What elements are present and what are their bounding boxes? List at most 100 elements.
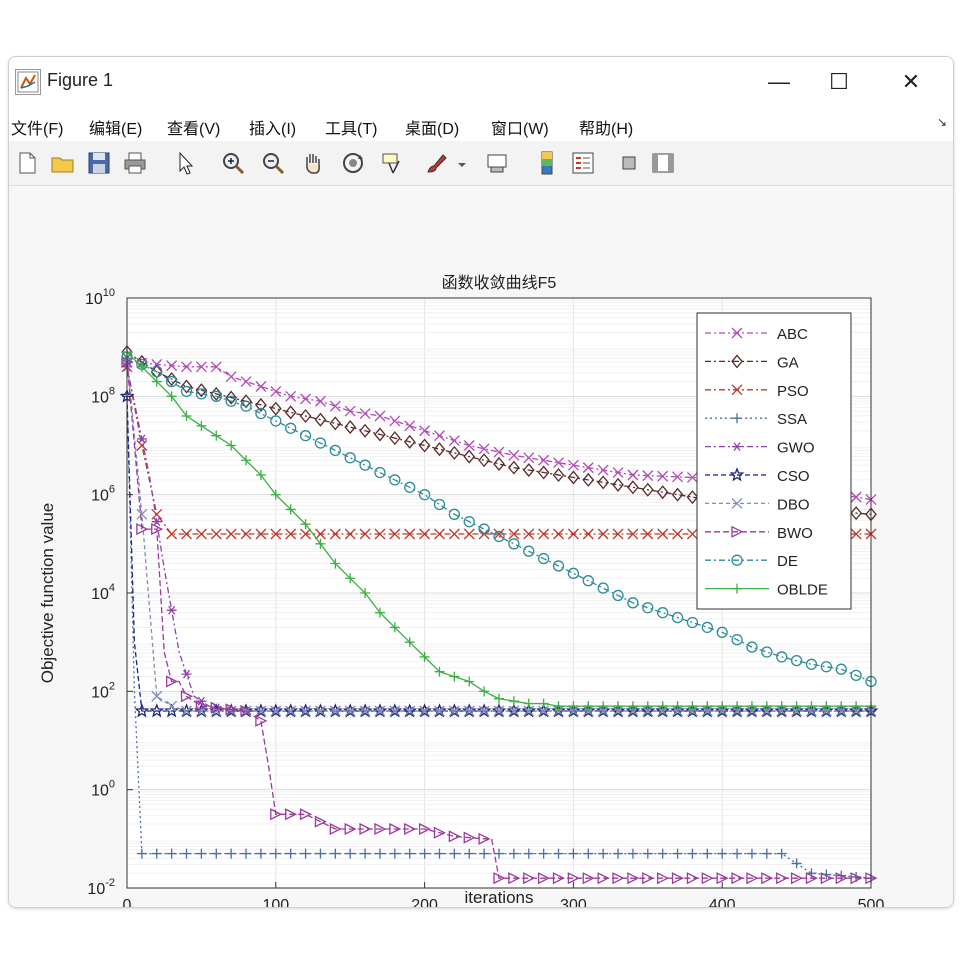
- legend-item-abc[interactable]: ABC: [705, 326, 808, 343]
- series-gwo-marker: [166, 605, 177, 615]
- series-pso-marker: [463, 528, 475, 540]
- menu-view[interactable]: 查看(V): [167, 121, 221, 138]
- legend-item-ga[interactable]: GA: [705, 354, 799, 371]
- series-ga-marker: [478, 453, 490, 468]
- legend-item-oblde-label: OBLDE: [777, 582, 828, 599]
- x-tick-label: 500: [858, 897, 885, 907]
- legend-item-gwo[interactable]: GWO: [705, 440, 815, 457]
- series-pso-marker: [389, 528, 401, 540]
- save-icon[interactable]: [85, 149, 113, 177]
- series-ga-marker: [671, 487, 684, 502]
- link-plot-icon[interactable]: [483, 149, 511, 177]
- series-pso-marker: [329, 528, 341, 540]
- minimize-button[interactable]: —: [749, 61, 809, 103]
- print-icon[interactable]: [121, 149, 149, 177]
- series-abc-marker: [567, 459, 579, 471]
- new-figure-icon[interactable]: [13, 149, 41, 177]
- series-ssa[interactable]: [122, 391, 876, 884]
- menu-desktop[interactable]: 桌面(D): [405, 121, 460, 138]
- series-dbo-marker: [225, 705, 237, 717]
- show-plot-tools-icon[interactable]: [649, 149, 677, 177]
- close-button[interactable]: ✕: [881, 61, 941, 103]
- series-pso-marker: [300, 528, 312, 540]
- series-dbo-marker: [508, 705, 520, 717]
- legend[interactable]: ABC GA PSO SSA GWO CSO DBO BWO DE OBLDE: [696, 312, 852, 610]
- series-pso-marker: [151, 508, 163, 520]
- series-cso-marker: [164, 703, 179, 718]
- menu-help[interactable]: 帮助(H): [579, 121, 634, 138]
- legend-item-pso[interactable]: PSO: [705, 383, 809, 400]
- series-cso-marker: [551, 703, 566, 718]
- convergence-chart[interactable]: 0 100 200 300 400 500101010810610410210010-2 …: [9, 186, 953, 907]
- series-bwo-line: [126, 361, 871, 879]
- brush-icon[interactable]: [423, 149, 451, 177]
- data-cursor-icon[interactable]: [379, 149, 407, 177]
- pan-hand-icon[interactable]: [299, 149, 327, 177]
- series-abc-marker: [582, 462, 594, 474]
- series-ssa-marker: [806, 868, 817, 879]
- series-pso-marker: [225, 528, 237, 540]
- open-file-icon[interactable]: [49, 149, 77, 177]
- series-ssa-marker: [464, 848, 475, 859]
- series-abc-marker: [374, 410, 386, 422]
- series-pso-marker: [612, 528, 624, 540]
- series-ga-marker: [314, 412, 327, 427]
- legend-item-bwo-marker: [731, 525, 744, 538]
- series-abc-marker: [672, 471, 684, 483]
- series-oblde[interactable]: [122, 347, 876, 712]
- legend-item-ga-marker: [731, 354, 743, 369]
- series-dbo-marker: [463, 705, 475, 717]
- series-bwo-marker: [225, 703, 238, 716]
- legend-icon[interactable]: [569, 149, 597, 177]
- menu-overflow-icon[interactable]: ↘: [936, 115, 947, 129]
- series-de-marker: [731, 634, 743, 646]
- rotate-3d-icon[interactable]: [339, 149, 367, 177]
- series-bwo-marker: [195, 700, 208, 713]
- series-cso-marker: [699, 703, 715, 718]
- menu-file[interactable]: 文件(F): [11, 121, 64, 138]
- zoom-out-icon[interactable]: [259, 149, 287, 177]
- menu-insert[interactable]: 插入(I): [249, 121, 297, 138]
- brush-dropdown-icon[interactable]: [455, 149, 469, 177]
- series-ssa-marker: [404, 848, 415, 859]
- legend-item-bwo[interactable]: BWO: [705, 525, 813, 542]
- series-cso-marker: [670, 703, 686, 718]
- menu-window[interactable]: 窗口(W): [491, 121, 549, 138]
- menu-tools[interactable]: 工具(T): [325, 121, 378, 138]
- series-abc-marker: [389, 415, 401, 427]
- series-ssa-marker: [672, 848, 683, 859]
- series-pso-marker: [657, 528, 669, 540]
- series-oblde-marker: [791, 701, 802, 712]
- series-bwo-marker: [582, 872, 595, 885]
- series-ga-marker: [493, 456, 505, 471]
- series-cso-marker: [268, 703, 284, 718]
- series-ga-marker: [597, 475, 610, 490]
- legend-item-oblde[interactable]: OBLDE: [705, 582, 828, 599]
- series-abc-marker: [508, 449, 520, 461]
- series-ssa-marker: [345, 848, 356, 859]
- legend-item-ssa[interactable]: SSA: [705, 411, 807, 428]
- pointer-icon[interactable]: [171, 149, 199, 177]
- title-bar[interactable]: Figure 1 — ☐ ✕: [9, 57, 953, 107]
- hide-plot-tools-icon[interactable]: [615, 149, 643, 177]
- series-bwo-marker: [567, 872, 580, 885]
- maximize-button[interactable]: ☐: [809, 61, 869, 103]
- series-de[interactable]: [121, 351, 877, 688]
- series-oblde-marker: [598, 701, 609, 712]
- series-bwo-marker: [627, 872, 640, 885]
- series-pso-marker: [374, 528, 386, 540]
- legend-item-de-marker: [731, 554, 743, 566]
- legend-item-dbo[interactable]: DBO: [705, 496, 810, 513]
- series-pso-marker: [523, 528, 535, 540]
- legend-item-de[interactable]: DE: [705, 553, 798, 570]
- series-oblde-marker: [568, 701, 579, 712]
- colorbar-icon[interactable]: [533, 149, 561, 177]
- legend-item-cso[interactable]: CSO: [705, 467, 810, 485]
- series-cso-marker: [149, 703, 165, 718]
- x-tick-label: 100: [262, 897, 289, 907]
- series-bwo-marker: [523, 872, 536, 885]
- menu-edit[interactable]: 编辑(E): [89, 121, 143, 138]
- series-oblde-marker: [374, 607, 385, 618]
- zoom-in-icon[interactable]: [219, 149, 247, 177]
- series-ga-marker: [686, 490, 699, 505]
